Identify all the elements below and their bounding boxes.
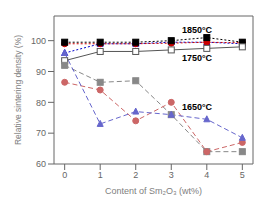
svg-text:90: 90 [36, 67, 46, 77]
svg-text:Content of Sm₂O₃ (wt%): Content of Sm₂O₃ (wt%) [105, 186, 202, 196]
svg-text:Relative sintering density (%): Relative sintering density (%) [13, 35, 23, 145]
svg-text:3: 3 [169, 170, 174, 180]
svg-text:1: 1 [98, 170, 103, 180]
svg-text:5: 5 [240, 170, 245, 180]
svg-text:1650°C: 1650°C [182, 102, 213, 112]
svg-text:0: 0 [62, 170, 67, 180]
svg-text:4: 4 [204, 170, 209, 180]
svg-text:2: 2 [133, 170, 138, 180]
svg-text:70: 70 [36, 128, 46, 138]
svg-text:60: 60 [36, 159, 46, 169]
svg-text:1850°C: 1850°C [182, 25, 213, 35]
svg-text:1750°C: 1750°C [182, 53, 213, 63]
svg-text:100: 100 [31, 36, 46, 46]
svg-text:80: 80 [36, 98, 46, 108]
